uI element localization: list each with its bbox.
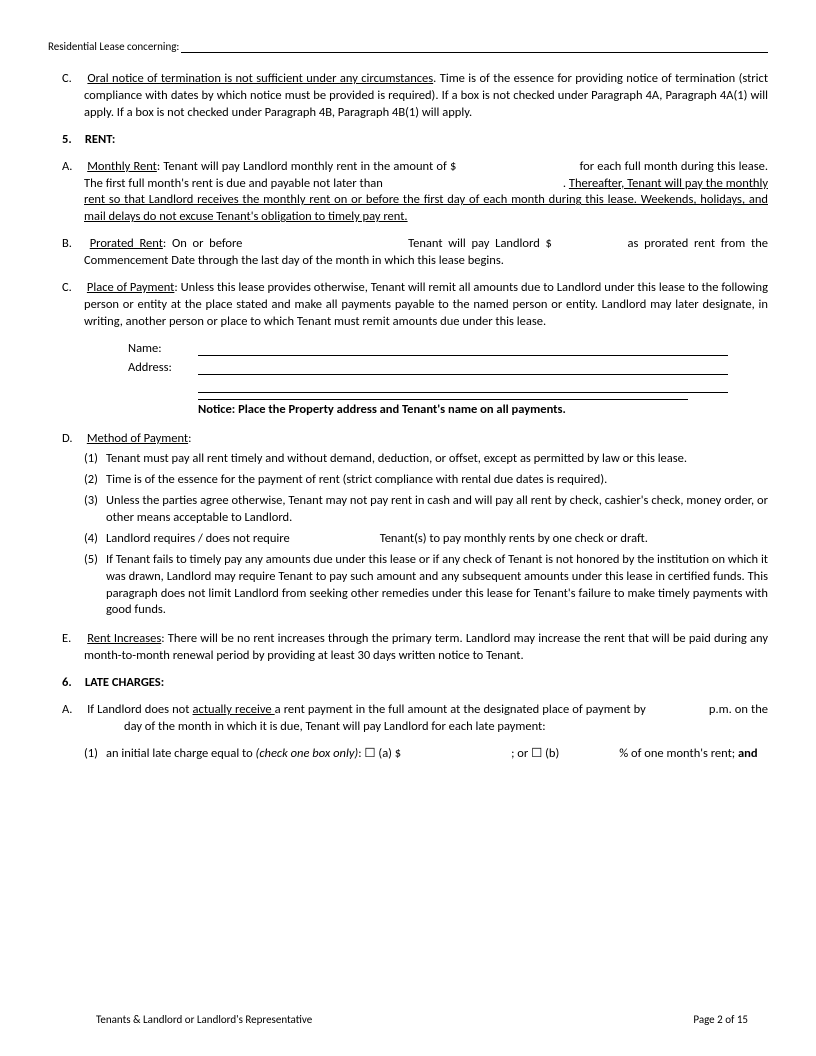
item-5b-text2: Tenant will pay Landlord $ xyxy=(408,236,552,251)
item-5b: B. Prorated Rent: On or before Tenant wi… xyxy=(84,236,768,270)
item-5d-label: Method of Payment xyxy=(87,431,188,446)
section-5-head: 5. RENT: xyxy=(62,132,768,147)
item-5d: D. Method of Payment: xyxy=(84,431,768,448)
item-5e-text: : There will be no rent increases throug… xyxy=(84,631,768,663)
section-6-title: LATE CHARGES: xyxy=(85,675,164,690)
item-5c-label: Place of Payment xyxy=(87,280,174,295)
footer-left: Tenants & Landlord or Landlord's Represe… xyxy=(96,1013,312,1026)
item-5a: A. Monthly Rent: Tenant will pay Landlor… xyxy=(84,159,768,227)
item-5e: E. Rent Increases: There will be no rent… xyxy=(84,631,768,665)
item-6a-text4: day of the month in which it is due, Ten… xyxy=(124,719,546,734)
item-5c: C. Place of Payment: Unless this lease p… xyxy=(84,280,768,331)
item-6a-underlined: actually receive xyxy=(193,702,275,717)
item-letter-5c: C. xyxy=(62,280,84,297)
item-5b-text1: : On or before xyxy=(163,236,243,251)
header-blank-line xyxy=(181,52,768,53)
item-letter-5e: E. xyxy=(62,631,84,648)
header-label: Residential Lease concerning: xyxy=(48,40,179,53)
item-6a-text3: p.m. on the xyxy=(709,702,768,717)
address-blank-2[interactable] xyxy=(198,379,728,393)
address-blank-1[interactable] xyxy=(198,360,728,375)
page-header: Residential Lease concerning: xyxy=(48,40,768,53)
address-row-2 xyxy=(128,379,728,393)
page-footer: Tenants & Landlord or Landlord's Represe… xyxy=(48,1013,768,1026)
item-5a-part1: : Tenant will pay Landlord monthly rent … xyxy=(157,159,456,174)
item-5d-4: (4)Landlord requires / does not requireT… xyxy=(106,531,768,548)
item-letter-5a: A. xyxy=(62,159,84,176)
item-letter-c: C. xyxy=(62,71,84,88)
item-5c-text: : Unless this lease provides otherwise, … xyxy=(84,280,768,329)
item-4c-underlined: Oral notice of termination is not suffic… xyxy=(87,71,433,86)
footer-right: Page 2 of 15 xyxy=(693,1013,748,1026)
section-5-num: 5. xyxy=(62,132,82,147)
item-5a-label: Monthly Rent xyxy=(87,159,157,174)
section-6-head: 6. LATE CHARGES: xyxy=(62,675,768,690)
name-address-block: Name: Address: xyxy=(128,341,728,393)
item-5d-2: (2)Time is of the essence for the paymen… xyxy=(106,472,768,489)
item-letter-5d: D. xyxy=(62,431,84,448)
address-row-1: Address: xyxy=(128,360,728,375)
item-4c: C. Oral notice of termination is not suf… xyxy=(84,71,768,122)
address-label: Address: xyxy=(128,360,198,375)
item-5d-1: (1)Tenant must pay all rent timely and w… xyxy=(106,451,768,468)
payment-notice: Notice: Place the Property address and T… xyxy=(198,399,688,417)
name-row: Name: xyxy=(128,341,728,356)
item-6a-1: (1)an initial late charge equal to (chec… xyxy=(106,746,768,763)
section-6-num: 6. xyxy=(62,675,82,690)
item-5e-label: Rent Increases xyxy=(87,631,161,646)
item-6a: A. If Landlord does not actually receive… xyxy=(84,702,768,736)
item-letter-5b: B. xyxy=(62,236,84,253)
item-letter-6a: A. xyxy=(62,702,84,719)
name-blank[interactable] xyxy=(198,341,728,356)
item-6a-text1: If Landlord does not xyxy=(87,702,192,717)
item-5d-5: (5)If Tenant fails to timely pay any amo… xyxy=(106,552,768,620)
section-5-title: RENT: xyxy=(85,132,115,147)
item-6a-text2: a rent payment in the full amount at the… xyxy=(275,702,646,717)
item-5b-label: Prorated Rent xyxy=(90,236,163,251)
item-5d-3: (3)Unless the parties agree otherwise, T… xyxy=(106,493,768,527)
name-label: Name: xyxy=(128,341,198,356)
